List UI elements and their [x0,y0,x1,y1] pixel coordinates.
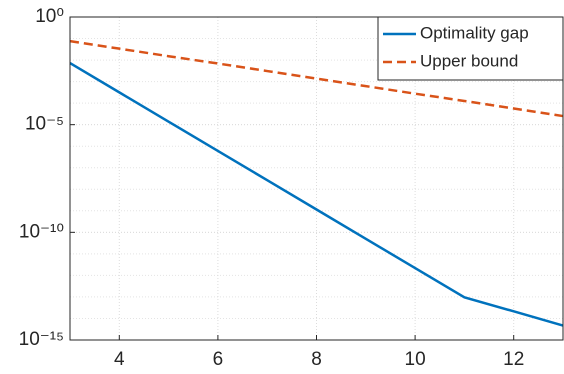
legend: Optimality gap Upper bound [377,16,564,81]
x-tick-label: 4 [114,349,125,370]
y-tick-label: 10⁻¹⁵ [19,329,64,350]
axes-frame [69,16,564,341]
y-tick-label: 10⁰ [35,6,64,27]
data-line [69,62,564,327]
legend-label: Optimality gap [420,23,529,42]
y-tick-label: 10⁻¹⁰ [19,221,64,242]
legend-box [377,16,564,81]
y-tick-label: 10⁻⁵ [25,114,64,135]
x-tick-label: 8 [311,349,322,370]
legend-label: Upper bound [420,51,518,70]
x-tick-label: 6 [213,349,224,370]
x-tick-label: 12 [503,349,524,370]
x-tick-label: 10 [405,349,426,370]
